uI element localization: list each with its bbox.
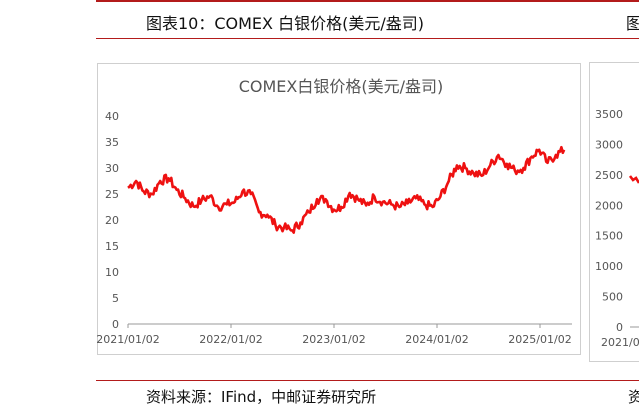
next-chart-x-tick-label: 2021/0	[601, 336, 639, 349]
y-tick-label: 20	[105, 214, 119, 227]
next-chart-y-tick-label: 2500	[595, 169, 623, 182]
y-tick-label: 0	[112, 318, 119, 331]
next-chart-panel	[589, 62, 639, 362]
y-axis: 0 5 10 15 20 25 30 35 40	[105, 110, 119, 331]
next-source-fragment: 资	[628, 388, 639, 406]
x-tick-label: 2021/01/02	[96, 333, 159, 346]
next-chart-line-fragment	[628, 175, 639, 184]
source-note: 资料来源：IFind，中邮证券研究所	[146, 388, 377, 406]
x-axis: 2021/01/02 2022/01/02 2023/01/02 2024/01/02…	[96, 324, 572, 346]
y-tick-label: 5	[112, 292, 119, 305]
y-tick-label: 30	[105, 162, 119, 175]
x-tick-label: 2024/01/02	[405, 333, 468, 346]
next-chart-y-axis: 3500 3000 2500 2000 1500 1000 500 0 2021/0	[595, 108, 639, 349]
next-chart-y-tick-label: 1500	[595, 230, 623, 243]
chart-title: COMEX白银价格(美元/盎司)	[239, 77, 444, 96]
top-rule	[96, 0, 639, 2]
silver-price-line	[127, 145, 566, 234]
next-chart-y-tick-label: 2000	[595, 199, 623, 212]
y-tick-label: 25	[105, 188, 119, 201]
next-chart-y-tick-label: 3500	[595, 108, 623, 121]
y-tick-label: 40	[105, 110, 119, 123]
y-tick-label: 35	[105, 136, 119, 149]
next-chart-y-tick-label: 1000	[595, 260, 623, 273]
next-figure-caption-fragment: 图	[626, 14, 639, 33]
x-tick-label: 2022/01/02	[199, 333, 262, 346]
next-chart-y-tick-label: 500	[602, 291, 623, 304]
figure-caption: 图表10：COMEX 白银价格(美元/盎司)	[146, 14, 424, 33]
caption-rule	[96, 38, 639, 39]
x-tick-label: 2023/01/02	[302, 333, 365, 346]
y-tick-label: 10	[105, 266, 119, 279]
y-tick-label: 15	[105, 240, 119, 253]
next-chart-y-tick-label: 0	[616, 321, 623, 334]
next-chart-y-tick-label: 3000	[595, 138, 623, 151]
source-rule	[96, 380, 639, 381]
x-tick-label: 2025/01/02	[508, 333, 571, 346]
